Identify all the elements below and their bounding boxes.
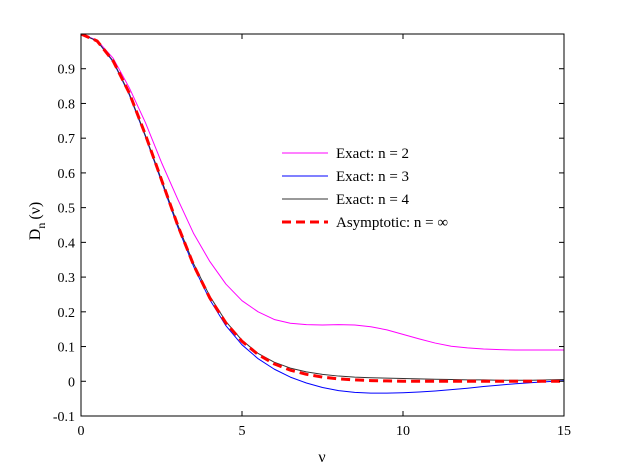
y-axis-label-sub: n bbox=[34, 223, 48, 229]
y-tick-label: 0.4 bbox=[58, 236, 76, 251]
y-axis-label-rest: (ν) bbox=[27, 202, 44, 220]
x-axis-label: ν bbox=[318, 449, 325, 466]
x-tick-label: 0 bbox=[78, 424, 85, 439]
axes-frame bbox=[80, 33, 565, 417]
legend-label-2: Exact: n = 3 bbox=[336, 169, 409, 185]
legend-label-4: Asymptotic: n = ∞ bbox=[336, 215, 448, 231]
legend-label-3: Exact: n = 4 bbox=[336, 192, 410, 208]
x-tick-label: 15 bbox=[557, 424, 571, 439]
series-line-4 bbox=[81, 34, 564, 383]
y-tick-label: 0.8 bbox=[58, 97, 76, 112]
y-tick-label: 0.7 bbox=[58, 132, 76, 147]
y-axis-label: Dn (ν) bbox=[27, 202, 48, 240]
y-tick-label: 0.2 bbox=[58, 306, 76, 321]
y-tick-label: 0.9 bbox=[58, 63, 76, 78]
y-tick-label: 0 bbox=[68, 375, 75, 390]
y-tick-label: 0.6 bbox=[58, 167, 76, 182]
y-axis-label-main: D bbox=[27, 229, 44, 241]
legend: Exact: n = 2 Exact: n = 3 Exact: n = 4 Asym… bbox=[282, 146, 448, 231]
series-line-1 bbox=[81, 34, 564, 351]
y-tick-label: -0.1 bbox=[53, 410, 75, 425]
axes: 0 5 10 15-0.100.10.20.30.40.50.60.70.80.9 bbox=[53, 33, 571, 439]
plot-area bbox=[81, 34, 564, 394]
y-tick-label: 0.3 bbox=[58, 271, 76, 286]
svg-text:Dn(ν): Dn (ν) bbox=[27, 202, 48, 240]
legend-label-1: Exact: n = 2 bbox=[336, 146, 409, 162]
y-tick-label: 0.1 bbox=[58, 341, 76, 356]
x-tick-label: 10 bbox=[396, 424, 410, 439]
x-tick-label: 5 bbox=[239, 424, 246, 439]
y-tick-label: 0.5 bbox=[58, 202, 76, 217]
